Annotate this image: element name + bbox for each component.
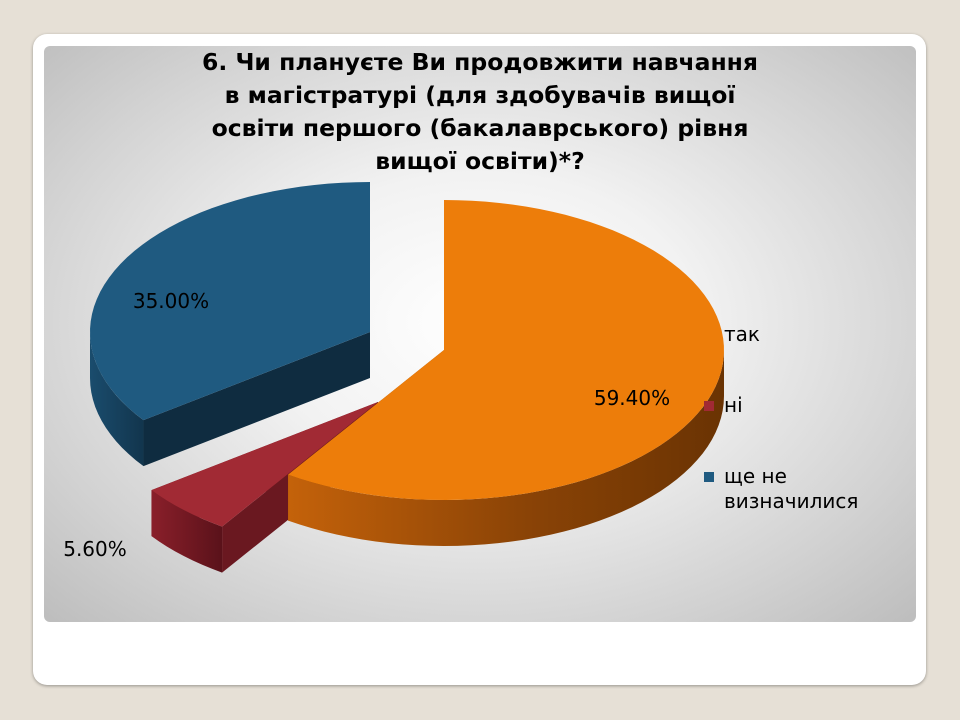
slice-top-tak bbox=[288, 200, 724, 500]
legend-item-ni: ні bbox=[704, 393, 904, 418]
legend-label-ni: ні bbox=[724, 393, 743, 417]
slice-side-tak-0 bbox=[288, 350, 724, 546]
legend: так ні ще не визначилися bbox=[704, 322, 904, 513]
slice-side-shche-ne-0 bbox=[90, 332, 144, 467]
slice-label-ni: 5.60% bbox=[63, 537, 127, 561]
legend-item-tak: так bbox=[704, 322, 904, 347]
chart-area: 6. Чи плануєте Ви продовжити навчання в … bbox=[44, 46, 916, 622]
slice-label-tak: 59.40% bbox=[594, 386, 670, 410]
pie-chart: 59.40% 5.60% 35.00% bbox=[63, 182, 724, 573]
legend-swatch-tak bbox=[704, 330, 714, 340]
chart-title: 6. Чи плануєте Ви продовжити навчання в … bbox=[201, 48, 759, 175]
legend-label-tak: так bbox=[724, 322, 760, 346]
slice-top-ni bbox=[151, 402, 378, 527]
pie-slice-shche-ne bbox=[90, 182, 370, 467]
legend-item-shche-ne: ще не визначилися bbox=[704, 464, 894, 514]
slice-top-shche-ne bbox=[90, 182, 370, 421]
slice-label-shche-ne: 35.00% bbox=[133, 289, 209, 313]
pie-slice-tak bbox=[288, 200, 724, 546]
legend-swatch-ni bbox=[704, 401, 714, 411]
legend-swatch-shche-ne bbox=[704, 472, 714, 482]
legend-label-shche-ne: ще не визначилися bbox=[724, 464, 859, 513]
slice-side-ni-0 bbox=[151, 490, 223, 573]
slice-cut-face-shche-ne-0 bbox=[143, 332, 370, 467]
